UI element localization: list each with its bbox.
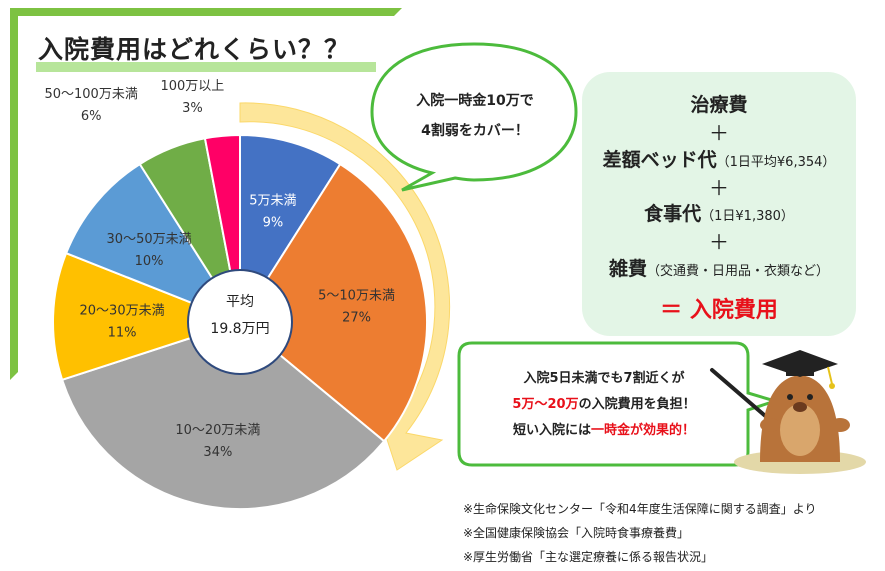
slice-value-label: 11% [108, 325, 137, 340]
bottom-bubble-line2-red: 5万～20万 [512, 397, 579, 412]
slice-label: 20～30万未満 [80, 303, 165, 318]
formula-item-bed: 差額ベッド代（1日平均¥6,354） [582, 145, 856, 172]
bottom-bubble-text: 入院5日未満でも7割近くが 5万～20万の入院費用を負担！ 短い入院には一時金が… [462, 366, 746, 444]
formula-item-meal: 食事代（1日¥1,380） [582, 199, 856, 226]
source-note-1: ※生命保険文化センター「令和4年度生活保障に関する調査」より [463, 502, 817, 516]
pie-slice [64, 162, 243, 325]
bottom-bubble-line1: 入院5日未満でも7割近くが [523, 371, 685, 386]
curved-arrow [239, 102, 451, 471]
formula-item-meal-label: 食事代 [644, 203, 702, 225]
slice-label: 5万未満 [249, 194, 296, 209]
slice-value-label: 34% [203, 445, 232, 460]
formula-result: ＝ 入院費用 [660, 298, 778, 323]
slice-value-label: 6% [81, 109, 102, 124]
top-bubble-line2: 4割弱をカバー！ [421, 123, 529, 139]
formula-item-bed-note: （1日平均¥6,354） [716, 155, 836, 170]
pie-slice [60, 320, 386, 510]
bottom-bubble-line3: 短い入院には一時金が効果的！ [462, 418, 746, 444]
formula-item-meal-note: （1日¥1,380） [701, 209, 794, 224]
formula-plus-3: ＋ [709, 230, 729, 254]
pie-slice [52, 251, 243, 382]
slice-label: 30～50万未満 [107, 232, 192, 247]
formula-item-misc-note: （交通費・日用品・衣類など） [647, 264, 830, 279]
mole-mascot-icon [710, 350, 866, 474]
formula-item-treatment: 治療費 [690, 94, 748, 116]
top-speech-bubble [370, 42, 578, 192]
source-note-2: ※全国健康保険協会「入院時食事療養費」 [463, 526, 690, 540]
slice-value-label: 9% [263, 216, 284, 231]
center-value: 19.8万円 [210, 321, 269, 337]
formula-item-bed-label: 差額ベッド代 [602, 149, 717, 171]
formula-plus-1: ＋ [709, 121, 729, 145]
slice-label: 10～20万未満 [175, 423, 260, 438]
slice-value-label: 3% [182, 101, 203, 116]
title-block: 入院費用はどれくらい？？ [36, 30, 376, 74]
pie-slice [239, 133, 342, 326]
slice-label: 5～10万未満 [318, 289, 395, 304]
top-bubble-text: 入院一時金10万で 4割弱をカバー！ [390, 86, 560, 146]
formula-item-misc: 雑費（交通費・日用品・衣類など） [582, 254, 856, 281]
cost-formula-box [582, 72, 856, 336]
bottom-bubble-line3-pre: 短い入院には [512, 423, 591, 438]
bottom-bubble-line2: 5万～20万の入院費用を負担！ [462, 392, 746, 418]
formula-item-misc-label: 雑費 [608, 258, 647, 280]
center-circle [187, 269, 293, 375]
bottom-bubble-line2-rest: の入院費用を負担！ [578, 397, 696, 412]
slice-label: 50～100万未満 [44, 87, 137, 102]
slice-value-label: 10% [135, 254, 164, 269]
page-title: 入院費用はどれくらい？？ [38, 35, 351, 64]
slice-label: 100万以上 [160, 79, 224, 94]
pie-slice [238, 162, 428, 443]
source-note-3: ※厚生労働省「主な選定療養に係る報告状況」 [463, 550, 714, 564]
center-label: 平均 [226, 294, 254, 310]
slice-value-label: 27% [342, 311, 371, 326]
formula-plus-2: ＋ [709, 176, 729, 200]
title-underline [36, 62, 376, 72]
bottom-bubble-line3-red: 一時金が効果的！ [591, 423, 696, 438]
top-bubble-line1: 入院一時金10万で [416, 93, 534, 109]
